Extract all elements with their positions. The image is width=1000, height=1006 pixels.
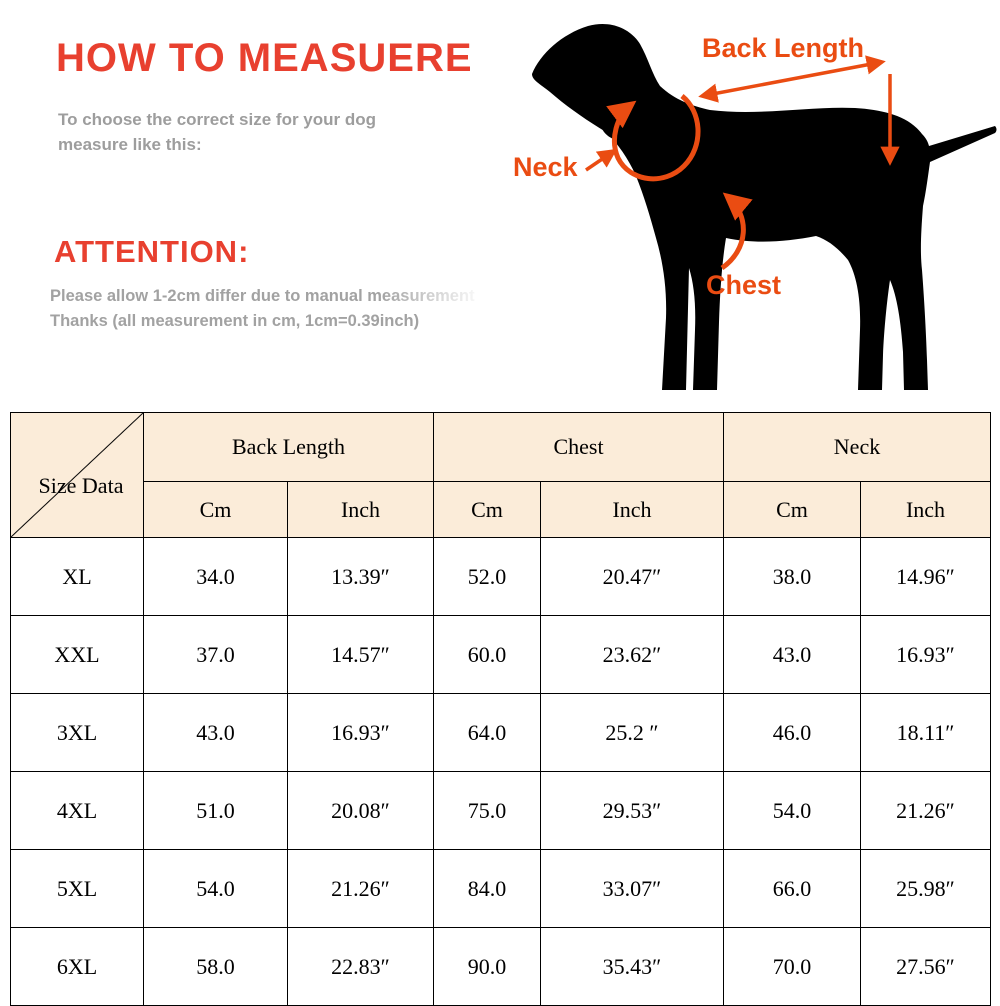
table-cell: 14.96″ [859,537,992,616]
table-cell: 25.98″ [859,849,992,928]
table-cell: 43.0 [143,693,288,772]
table-cell: 43.0 [723,615,861,694]
table-cell: 54.0 [723,771,861,850]
attention-line-2: Thanks (all measurement in cm, 1cm=0.39i… [50,312,420,330]
neck-pointer-arrow [585,148,618,172]
group-header-back-length: Back Length [143,412,434,482]
table-cell: 25.2 ″ [540,693,724,772]
group-header-neck: Neck [722,412,992,482]
table-row: XL 34.0 13.39″ 52.0 20.47″ 38.0 14.96″ [10,537,992,616]
table-cell: 90.0 [433,927,541,1006]
table-cell: 16.93″ [859,615,992,694]
table-cell: 52.0 [433,537,541,616]
table-cell: 20.08″ [287,771,434,850]
group-header-chest: Chest [433,412,724,482]
subtitle-text: To choose the correct size for your dog … [58,110,377,154]
table-cell: 84.0 [433,849,541,928]
table-cell: 22.83″ [287,927,434,1006]
size-cell: XXL [10,615,144,694]
table-cell: 13.39″ [287,537,434,616]
table-cell: 58.0 [143,927,288,1006]
unit-header: Inch [859,481,992,538]
neck-label: Neck [513,152,578,182]
table-cell: 66.0 [723,849,861,928]
table-cell: 21.26″ [287,849,434,928]
table-cell: 23.62″ [540,615,724,694]
attention-text: Please allow 1-2cm differ due to manual … [50,284,520,334]
unit-header: Inch [540,481,724,538]
unit-header: Cm [433,481,541,538]
neck-loop-arrow [606,94,701,182]
table-cell: 14.57″ [287,615,434,694]
table-cell: 54.0 [143,849,288,928]
table-cell: 51.0 [143,771,288,850]
unit-header: Inch [287,481,434,538]
unit-header: Cm [143,481,288,538]
attention-title: ATTENTION: [54,234,250,269]
table-cell: 35.43″ [540,927,724,1006]
size-cell: 4XL [10,771,144,850]
table-cell: 64.0 [433,693,541,772]
chest-label: Chest [706,270,782,300]
how-to-measure-section: HOW TO MEASUERE To choose the correct si… [0,0,1000,412]
table-cell: 70.0 [723,927,861,1006]
size-cell: 3XL [10,693,144,772]
dog-silhouette [532,24,997,391]
attention-line-1: Please allow 1-2cm differ due to manual … [50,287,475,305]
size-cell: 6XL [10,927,144,1006]
table-row: XXL 37.0 14.57″ 60.0 23.62″ 43.0 16.93″ [10,615,992,694]
back-length-label: Back Length [702,33,865,63]
table-cell: 16.93″ [287,693,434,772]
table-row: 4XL 51.0 20.08″ 75.0 29.53″ 54.0 21.26″ [10,771,992,850]
size-cell: 5XL [10,849,144,928]
table-cell: 37.0 [143,615,288,694]
table-cell: 20.47″ [540,537,724,616]
table-cell: 21.26″ [859,771,992,850]
table-row: 6XL 58.0 22.83″ 90.0 35.43″ 70.0 27.56″ [10,927,992,1006]
table-cell: 18.11″ [859,693,992,772]
back-length-arrow [698,55,886,103]
table-row: 5XL 54.0 21.26″ 84.0 33.07″ 66.0 25.98″ [10,849,992,928]
unit-header: Cm [723,481,861,538]
chest-arrow [720,192,753,271]
table-cell: 38.0 [723,537,861,616]
page-title: HOW TO MEASUERE [56,36,473,80]
dog-measure-diagram [532,24,997,391]
corner-label: Size Data [38,473,124,498]
table-row: 3XL 43.0 16.93″ 64.0 25.2 ″ 46.0 18.11″ [10,693,992,772]
table-cell: 46.0 [723,693,861,772]
table-cell: 29.53″ [540,771,724,850]
size-data-corner-cell: Size Data [10,412,144,538]
table-cell: 75.0 [433,771,541,850]
table-cell: 33.07″ [540,849,724,928]
table-cell: 27.56″ [859,927,992,1006]
size-chart-table: Size Data Back Length Chest Neck Cm Inch… [10,412,992,1006]
size-cell: XL [10,537,144,616]
table-cell: 34.0 [143,537,288,616]
table-cell: 60.0 [433,615,541,694]
